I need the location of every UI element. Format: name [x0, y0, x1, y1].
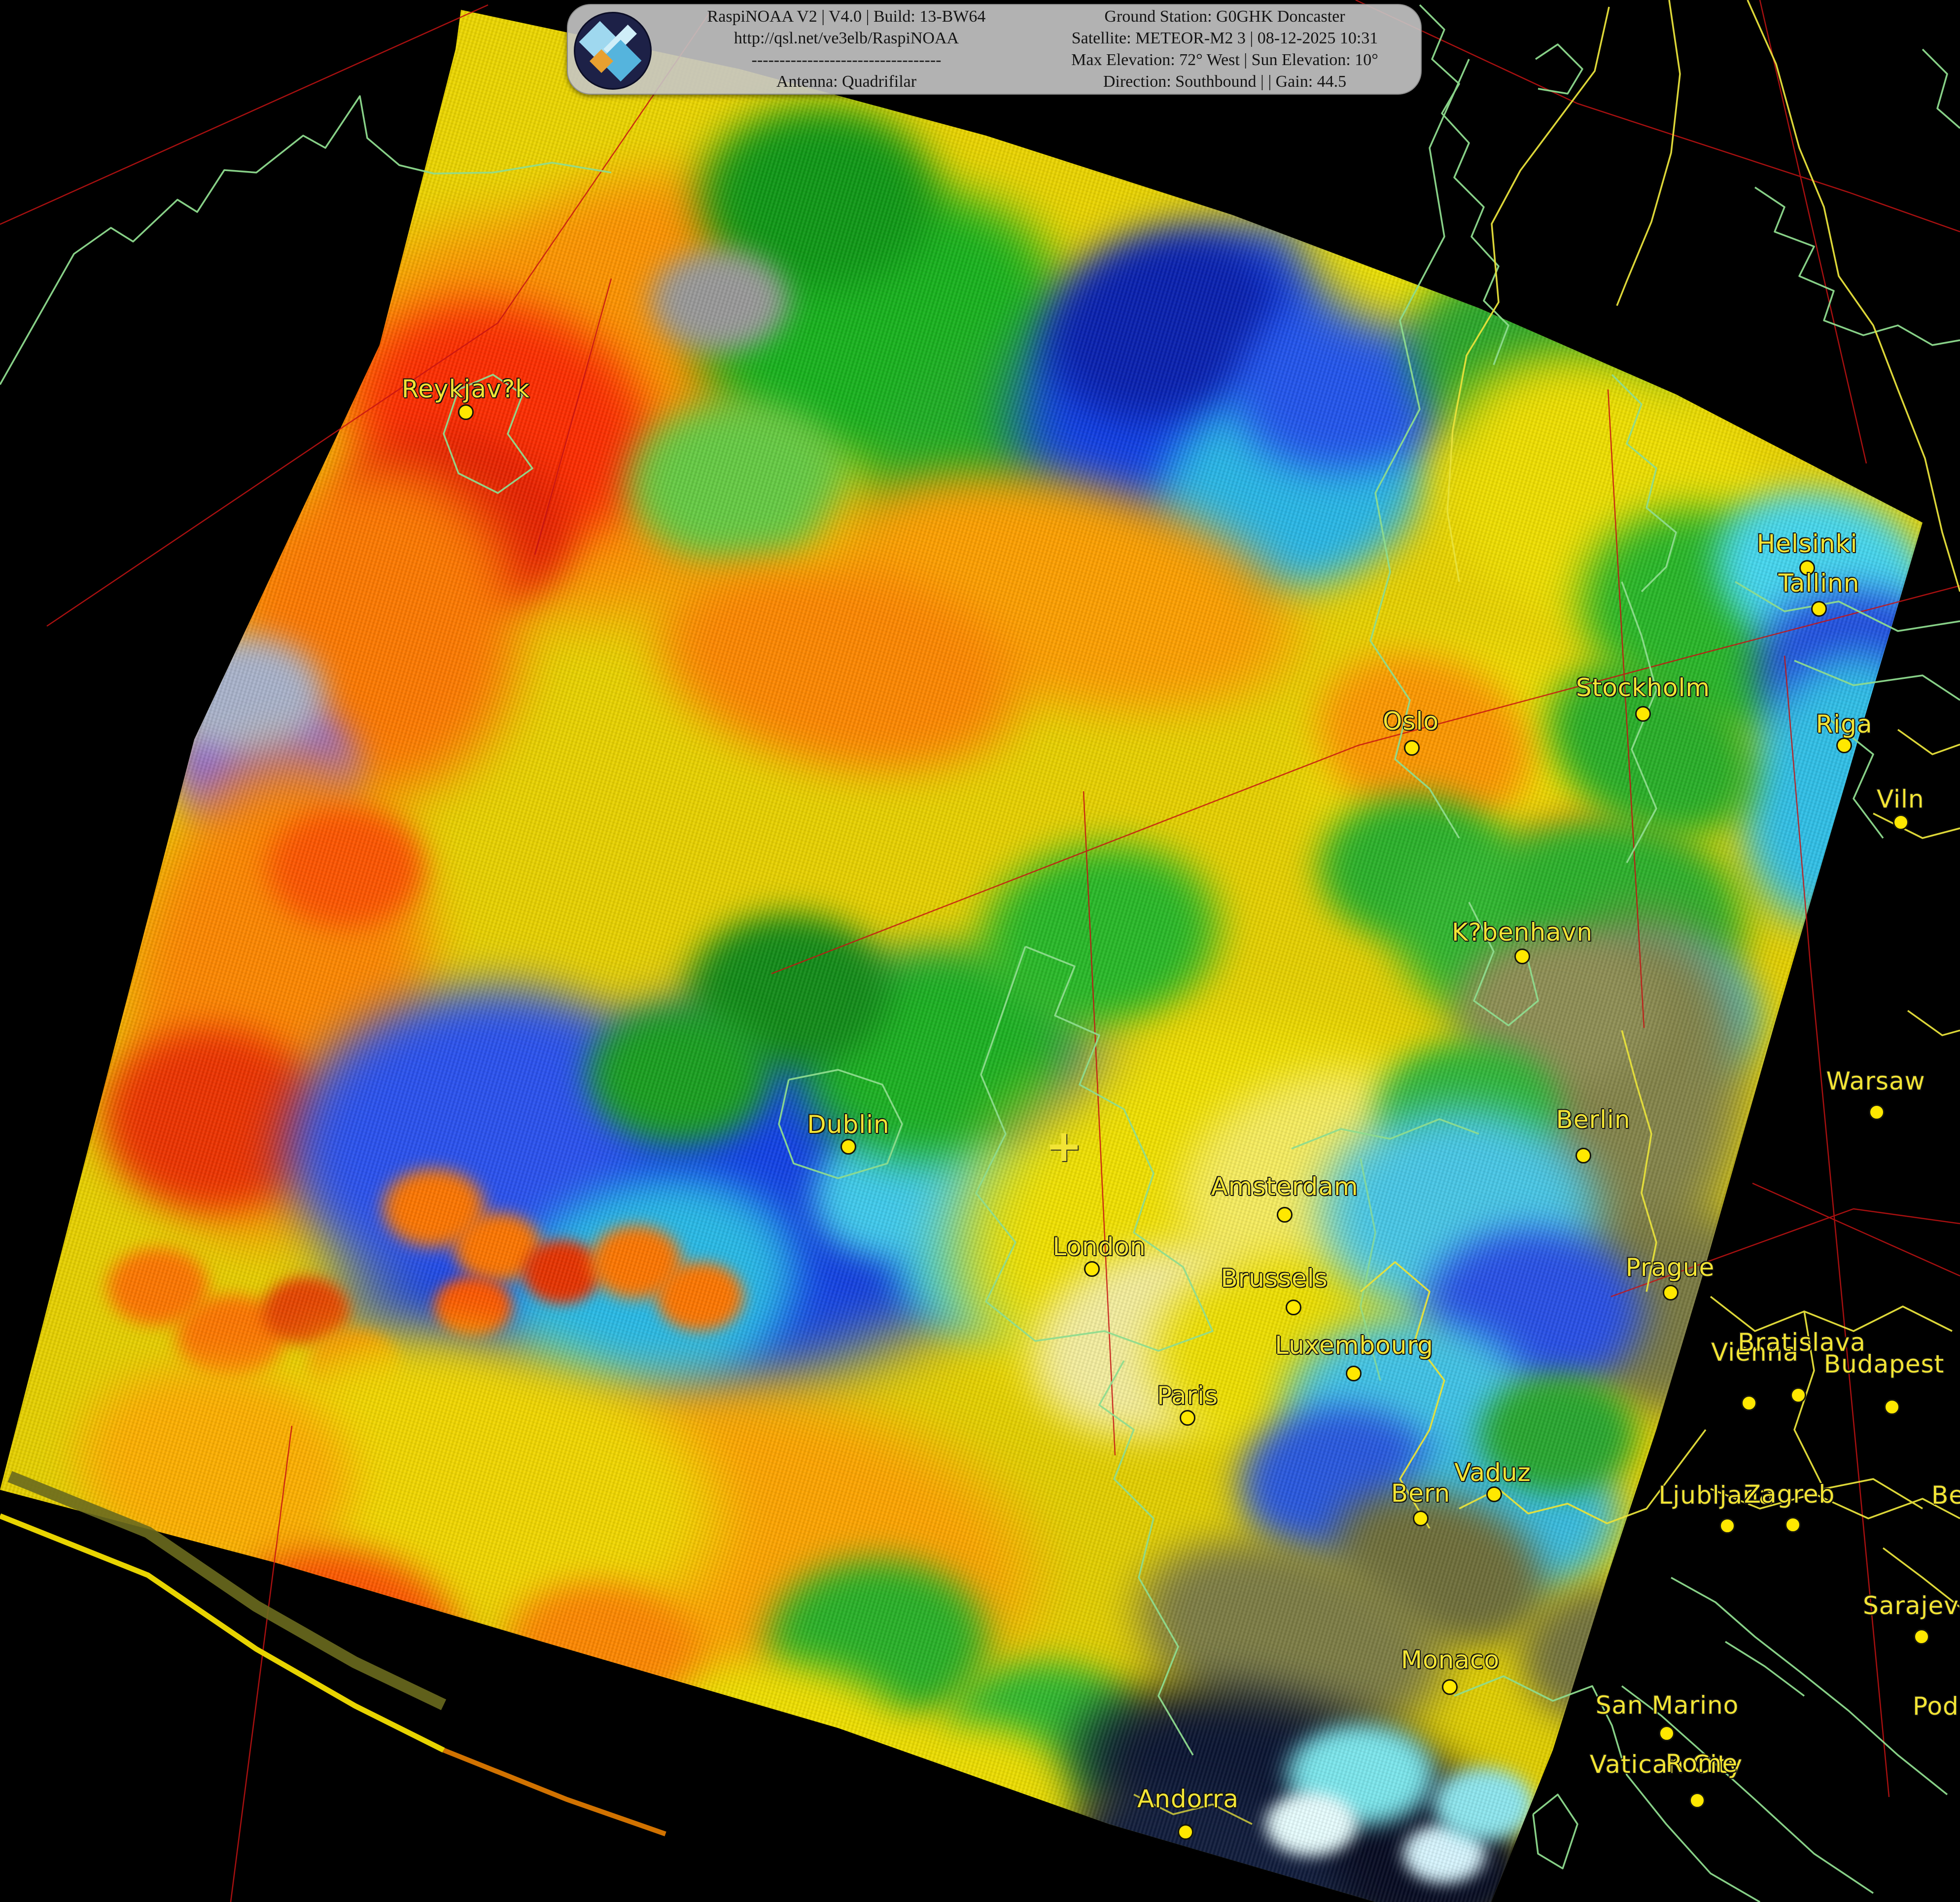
- city-label-zagreb: Zagreb: [1744, 1480, 1835, 1509]
- city-label-paris: Paris: [1156, 1381, 1219, 1410]
- city-label-vienna: Vienna: [1711, 1338, 1799, 1367]
- city-label-san-marino: San Marino: [1595, 1691, 1739, 1720]
- city-dot-vienna: [1741, 1395, 1757, 1411]
- city-label-sarajevo: Sarajevo: [1863, 1591, 1960, 1620]
- city-label-andorra: Andorra: [1137, 1785, 1239, 1813]
- city-dot-andorra: [1178, 1824, 1193, 1840]
- city-label-vilnius: Viln: [1877, 785, 1925, 813]
- city-label-stockholm: Stockholm: [1575, 673, 1711, 702]
- city-label-tallinn: Tallinn: [1778, 569, 1860, 598]
- banner-right-column: Ground Station: G0GHK Doncaster Satellit…: [1034, 5, 1416, 94]
- separator-line: ----------------------------------: [751, 51, 942, 69]
- raspinoaa-satellite-logo-icon: [574, 12, 652, 90]
- city-label-london: London: [1052, 1233, 1146, 1261]
- elevation-line: Max Elevation: 72° West | Sun Elevation:…: [1071, 51, 1378, 69]
- city-dot-amsterdam: [1277, 1207, 1293, 1223]
- city-dot-vilnius: [1893, 814, 1909, 830]
- city-dot-tallinn: [1811, 601, 1827, 617]
- city-label-belgrade: Be: [1931, 1481, 1960, 1510]
- city-dot-helsinki: [1799, 560, 1815, 576]
- app-version-line: RaspiNOAA V2 | V4.0 | Build: 13-BW64: [707, 7, 986, 26]
- coastlines: [0, 4, 1960, 1902]
- city-label-dublin: Dublin: [807, 1110, 890, 1139]
- city-dot-zagreb: [1785, 1517, 1801, 1533]
- city-label-riga: Riga: [1816, 710, 1873, 739]
- city-label-monaco: Monaco: [1400, 1646, 1500, 1674]
- city-label-bern: Bern: [1391, 1479, 1451, 1508]
- swath-edge-noise: [0, 1471, 666, 1836]
- banner-left-column: RaspiNOAA V2 | V4.0 | Build: 13-BW64 htt…: [659, 5, 1034, 94]
- city-dot-budapest: [1884, 1399, 1900, 1415]
- city-label-warsaw: Warsaw: [1826, 1067, 1925, 1095]
- city-dot-monaco: [1442, 1679, 1458, 1695]
- header-banner: RaspiNOAA V2 | V4.0 | Build: 13-BW64 htt…: [567, 4, 1422, 95]
- city-dot-dublin: [840, 1139, 856, 1155]
- city-label-bratislava: Bratislava: [1738, 1328, 1866, 1357]
- city-label-prague: Prague: [1625, 1253, 1715, 1282]
- city-dot-reykjavik: [458, 404, 474, 420]
- city-dot-london: [1084, 1261, 1100, 1277]
- city-dot-vatican-city: [1689, 1793, 1705, 1808]
- city-label-podgorica: Pod: [1913, 1692, 1959, 1721]
- city-label-rome: Rome: [1665, 1749, 1738, 1778]
- city-dot-vaduz: [1486, 1486, 1502, 1502]
- city-label-helsinki: Helsinki: [1756, 529, 1858, 558]
- city-label-kobenhavn: K?benhavn: [1451, 918, 1593, 947]
- city-dot-bern: [1413, 1511, 1429, 1526]
- antenna-line: Antenna: Quadrifilar: [776, 72, 917, 91]
- city-label-oslo: Oslo: [1383, 707, 1439, 736]
- city-dot-stockholm: [1635, 706, 1651, 722]
- city-dot-sarajevo: [1914, 1629, 1929, 1645]
- city-label-reykjavik: Reykjav?k: [401, 375, 530, 403]
- city-label-luxembourg: Luxembourg: [1275, 1331, 1434, 1360]
- app-url-line: http://qsl.net/ve3elb/RaspiNOAA: [734, 29, 959, 47]
- city-label-vatican-city: Vatican City: [1589, 1750, 1743, 1779]
- city-dot-prague: [1663, 1285, 1679, 1301]
- city-dot-bratislava: [1790, 1387, 1806, 1403]
- city-label-vaduz: Vaduz: [1454, 1458, 1531, 1487]
- city-dot-riga: [1836, 738, 1852, 753]
- city-dot-san-marino: [1659, 1726, 1675, 1741]
- country-borders: [1133, 0, 1960, 1825]
- city-dot-berlin: [1575, 1148, 1591, 1163]
- city-dot-kobenhavn: [1514, 949, 1530, 964]
- city-dot-brussels: [1286, 1300, 1301, 1315]
- city-dot-paris: [1180, 1410, 1195, 1426]
- city-dot-luxembourg: [1346, 1366, 1362, 1381]
- city-label-brussels: Brussels: [1221, 1264, 1328, 1293]
- city-dot-ljubljana: [1719, 1518, 1735, 1534]
- city-label-budapest: Budapest: [1823, 1350, 1945, 1378]
- direction-gain-line: Direction: Southbound | | Gain: 44.5: [1103, 72, 1347, 91]
- city-label-ljubljana: Ljubljana: [1658, 1481, 1775, 1510]
- city-label-berlin: Berlin: [1556, 1105, 1631, 1134]
- city-label-amsterdam: Amsterdam: [1211, 1172, 1359, 1201]
- satellite-line: Satellite: METEOR-M2 3 | 08-12-2025 10:3…: [1071, 29, 1378, 47]
- city-dot-warsaw: [1869, 1104, 1885, 1120]
- ground-station-line: Ground Station: G0GHK Doncaster: [1104, 7, 1345, 26]
- city-dot-oslo: [1404, 740, 1420, 756]
